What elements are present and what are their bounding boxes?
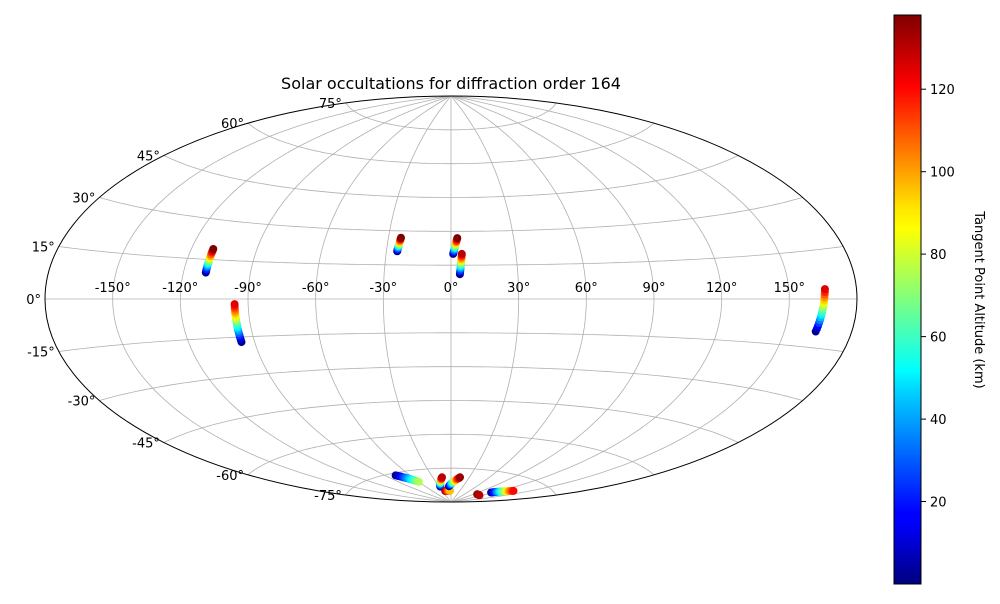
occultation-point (457, 249, 466, 258)
colorbar-tick-label: 100 (930, 166, 955, 181)
occultation-point (456, 473, 464, 482)
occultation-point (820, 285, 829, 294)
occultation-point (209, 245, 218, 253)
longitude-tick-label: 0° (444, 281, 459, 296)
latitude-tick-label: 60° (221, 117, 244, 132)
parallel-line (163, 155, 739, 198)
latitude-tick-label: 45° (137, 150, 160, 165)
parallel-line (99, 366, 803, 401)
latitude-tick-label: -75° (314, 489, 342, 504)
parallel-line (247, 122, 655, 165)
latitude-tick-label: 75° (319, 97, 342, 112)
occultation-point (438, 473, 446, 482)
occultation-point (230, 300, 239, 309)
parallel-line (345, 102, 557, 131)
scatter-points (201, 233, 829, 500)
longitude-tick-label: 30° (507, 281, 530, 296)
occultation-point (397, 233, 405, 242)
map-outline (44, 95, 858, 503)
occultation-point (475, 491, 484, 500)
chart-title: Solar occultations for diffraction order… (281, 74, 621, 93)
latitude-tick-label: 30° (72, 192, 95, 207)
colorbar-label: Tangent Point Altitude (km) (971, 210, 986, 388)
parallel-line (99, 197, 803, 232)
colorbar-tick-label: 60 (930, 331, 947, 346)
longitude-tick-label: 60° (575, 281, 598, 296)
longitude-tick-label: -30° (369, 281, 397, 296)
latitude-tick-label: 15° (32, 241, 55, 256)
longitude-tick-label: 90° (642, 281, 665, 296)
latitude-tick-label: -60° (216, 469, 244, 484)
colorbar-ticks: 20 40 60 80 100 120 (921, 83, 955, 511)
longitude-tick-label: -60° (302, 281, 330, 296)
occultation-point (509, 486, 518, 495)
colorbar-tick-label: 120 (930, 83, 955, 98)
parallel-line (247, 433, 655, 476)
longitude-tick-label: -120° (162, 281, 198, 296)
graticule (44, 95, 858, 503)
parallel-line (58, 246, 844, 266)
longitude-tick-label: 150° (774, 281, 805, 296)
colorbar-tick-label: 80 (930, 248, 947, 263)
latitude-tick-label: -30° (68, 395, 96, 410)
longitude-tick-label: -90° (234, 281, 262, 296)
occultation-point (453, 234, 462, 243)
longitude-tick-labels: -150° -120° -90° -60° -30° 0° 30° 60° 90° 120° 150… (95, 281, 805, 296)
colorbar-tick-label: 40 (930, 413, 947, 428)
colorbar-tick-label: 20 (930, 496, 947, 511)
latitude-tick-label: -15° (27, 346, 55, 361)
latitude-tick-labels: -75° -60° -45° -30° -15° 0° 15° 30° 45° 60° 75° (26, 97, 342, 504)
parallel-line (58, 332, 844, 352)
longitude-tick-label: -150° (95, 281, 131, 296)
latitude-tick-label: -45° (132, 437, 160, 452)
parallel-line (345, 467, 557, 496)
colorbar-gradient (893, 14, 922, 585)
longitude-tick-label: 120° (706, 281, 737, 296)
colorbar: 20 40 60 80 100 120 Tangent Point Altitude (k… (893, 14, 986, 585)
parallel-line (163, 400, 739, 443)
latitude-tick-label: 0° (26, 293, 41, 308)
occultation-point (414, 477, 423, 486)
